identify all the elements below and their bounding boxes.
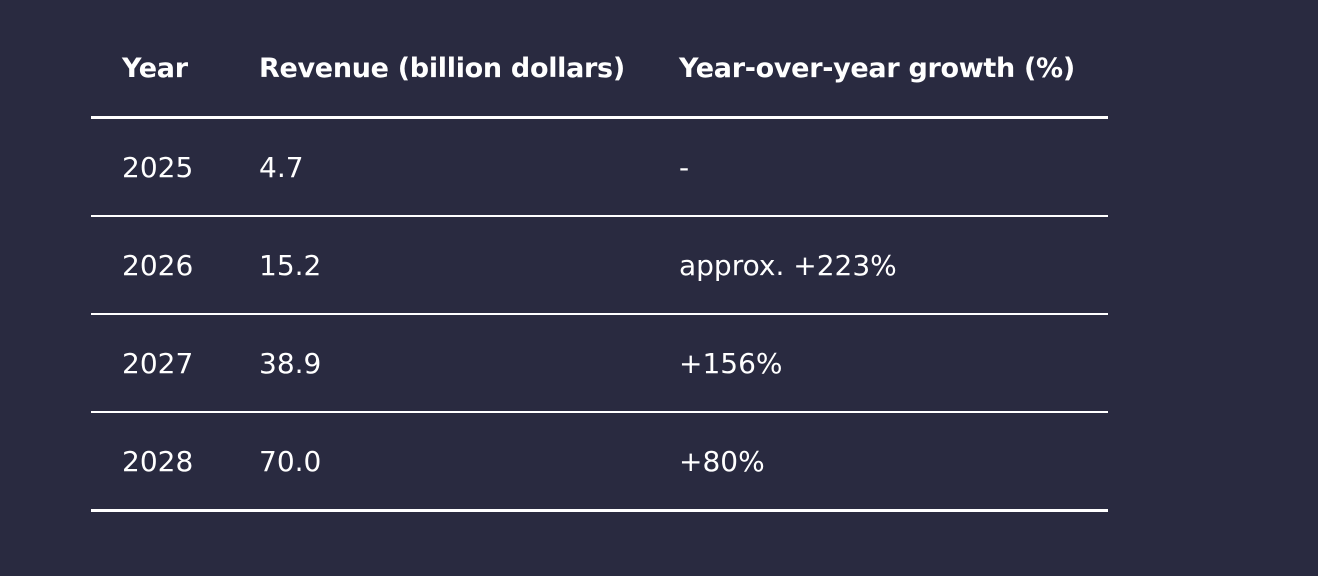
cell-growth: approx. +223% — [648, 216, 1108, 315]
table-header-row: Year Revenue (billion dollars) Year-over… — [91, 20, 1108, 119]
table-row: 2025 4.7 - — [91, 117, 1108, 217]
cell-growth: - — [648, 117, 1108, 217]
table-row: 2027 38.9 +156% — [91, 314, 1108, 413]
revenue-table-container: Year Revenue (billion dollars) Year-over… — [91, 20, 1108, 512]
cell-revenue: 4.7 — [228, 117, 648, 217]
cell-year: 2028 — [91, 412, 228, 512]
header-year: Year — [91, 20, 228, 119]
table-row: 2026 15.2 approx. +223% — [91, 216, 1108, 315]
cell-growth: +156% — [648, 314, 1108, 413]
cell-year: 2025 — [91, 117, 228, 217]
cell-revenue: 70.0 — [228, 412, 648, 512]
cell-revenue: 38.9 — [228, 314, 648, 413]
header-revenue: Revenue (billion dollars) — [228, 20, 648, 119]
cell-growth: +80% — [648, 412, 1108, 512]
cell-revenue: 15.2 — [228, 216, 648, 315]
header-growth: Year-over-year growth (%) — [648, 20, 1108, 119]
cell-year: 2026 — [91, 216, 228, 315]
cell-year: 2027 — [91, 314, 228, 413]
table-row: 2028 70.0 +80% — [91, 412, 1108, 512]
revenue-table: Year Revenue (billion dollars) Year-over… — [91, 20, 1108, 512]
